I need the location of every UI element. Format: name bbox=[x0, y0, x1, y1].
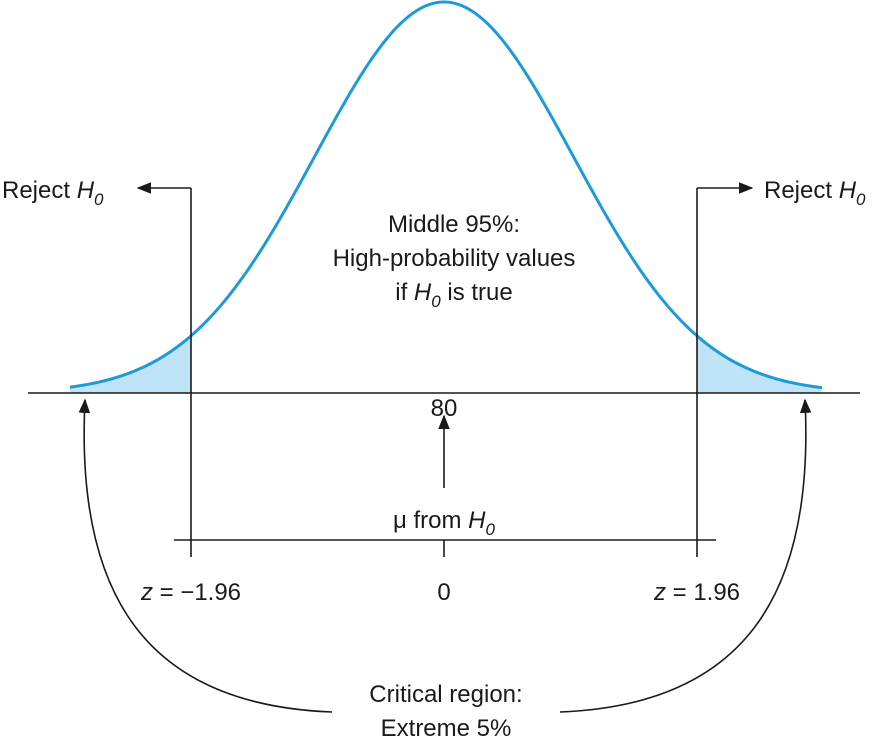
critical-region-line1: Critical region: bbox=[369, 681, 522, 708]
z-center-label: 0 bbox=[437, 579, 450, 606]
mean-value-label: 80 bbox=[431, 395, 458, 422]
middle-label-line3: if H0 is true bbox=[395, 279, 513, 311]
reject-left-label: Reject H0 bbox=[2, 177, 104, 209]
left-critical-tail bbox=[70, 335, 192, 393]
mu-label: μ from H0 bbox=[393, 507, 496, 539]
critical-arrow-right bbox=[559, 398, 812, 713]
middle-label-line2: High-probability values bbox=[333, 245, 576, 272]
reject-right-label: Reject H0 bbox=[764, 177, 866, 209]
normal-curve bbox=[69, 0, 823, 390]
middle-label-line1: Middle 95%: bbox=[388, 211, 520, 238]
z-left-label: z = −1.96 bbox=[140, 579, 241, 606]
z-right-label: z = 1.96 bbox=[653, 579, 740, 606]
critical-arrow-left bbox=[78, 398, 333, 713]
right-critical-tail bbox=[696, 335, 822, 393]
critical-region-line2: Extreme 5% bbox=[381, 715, 512, 742]
